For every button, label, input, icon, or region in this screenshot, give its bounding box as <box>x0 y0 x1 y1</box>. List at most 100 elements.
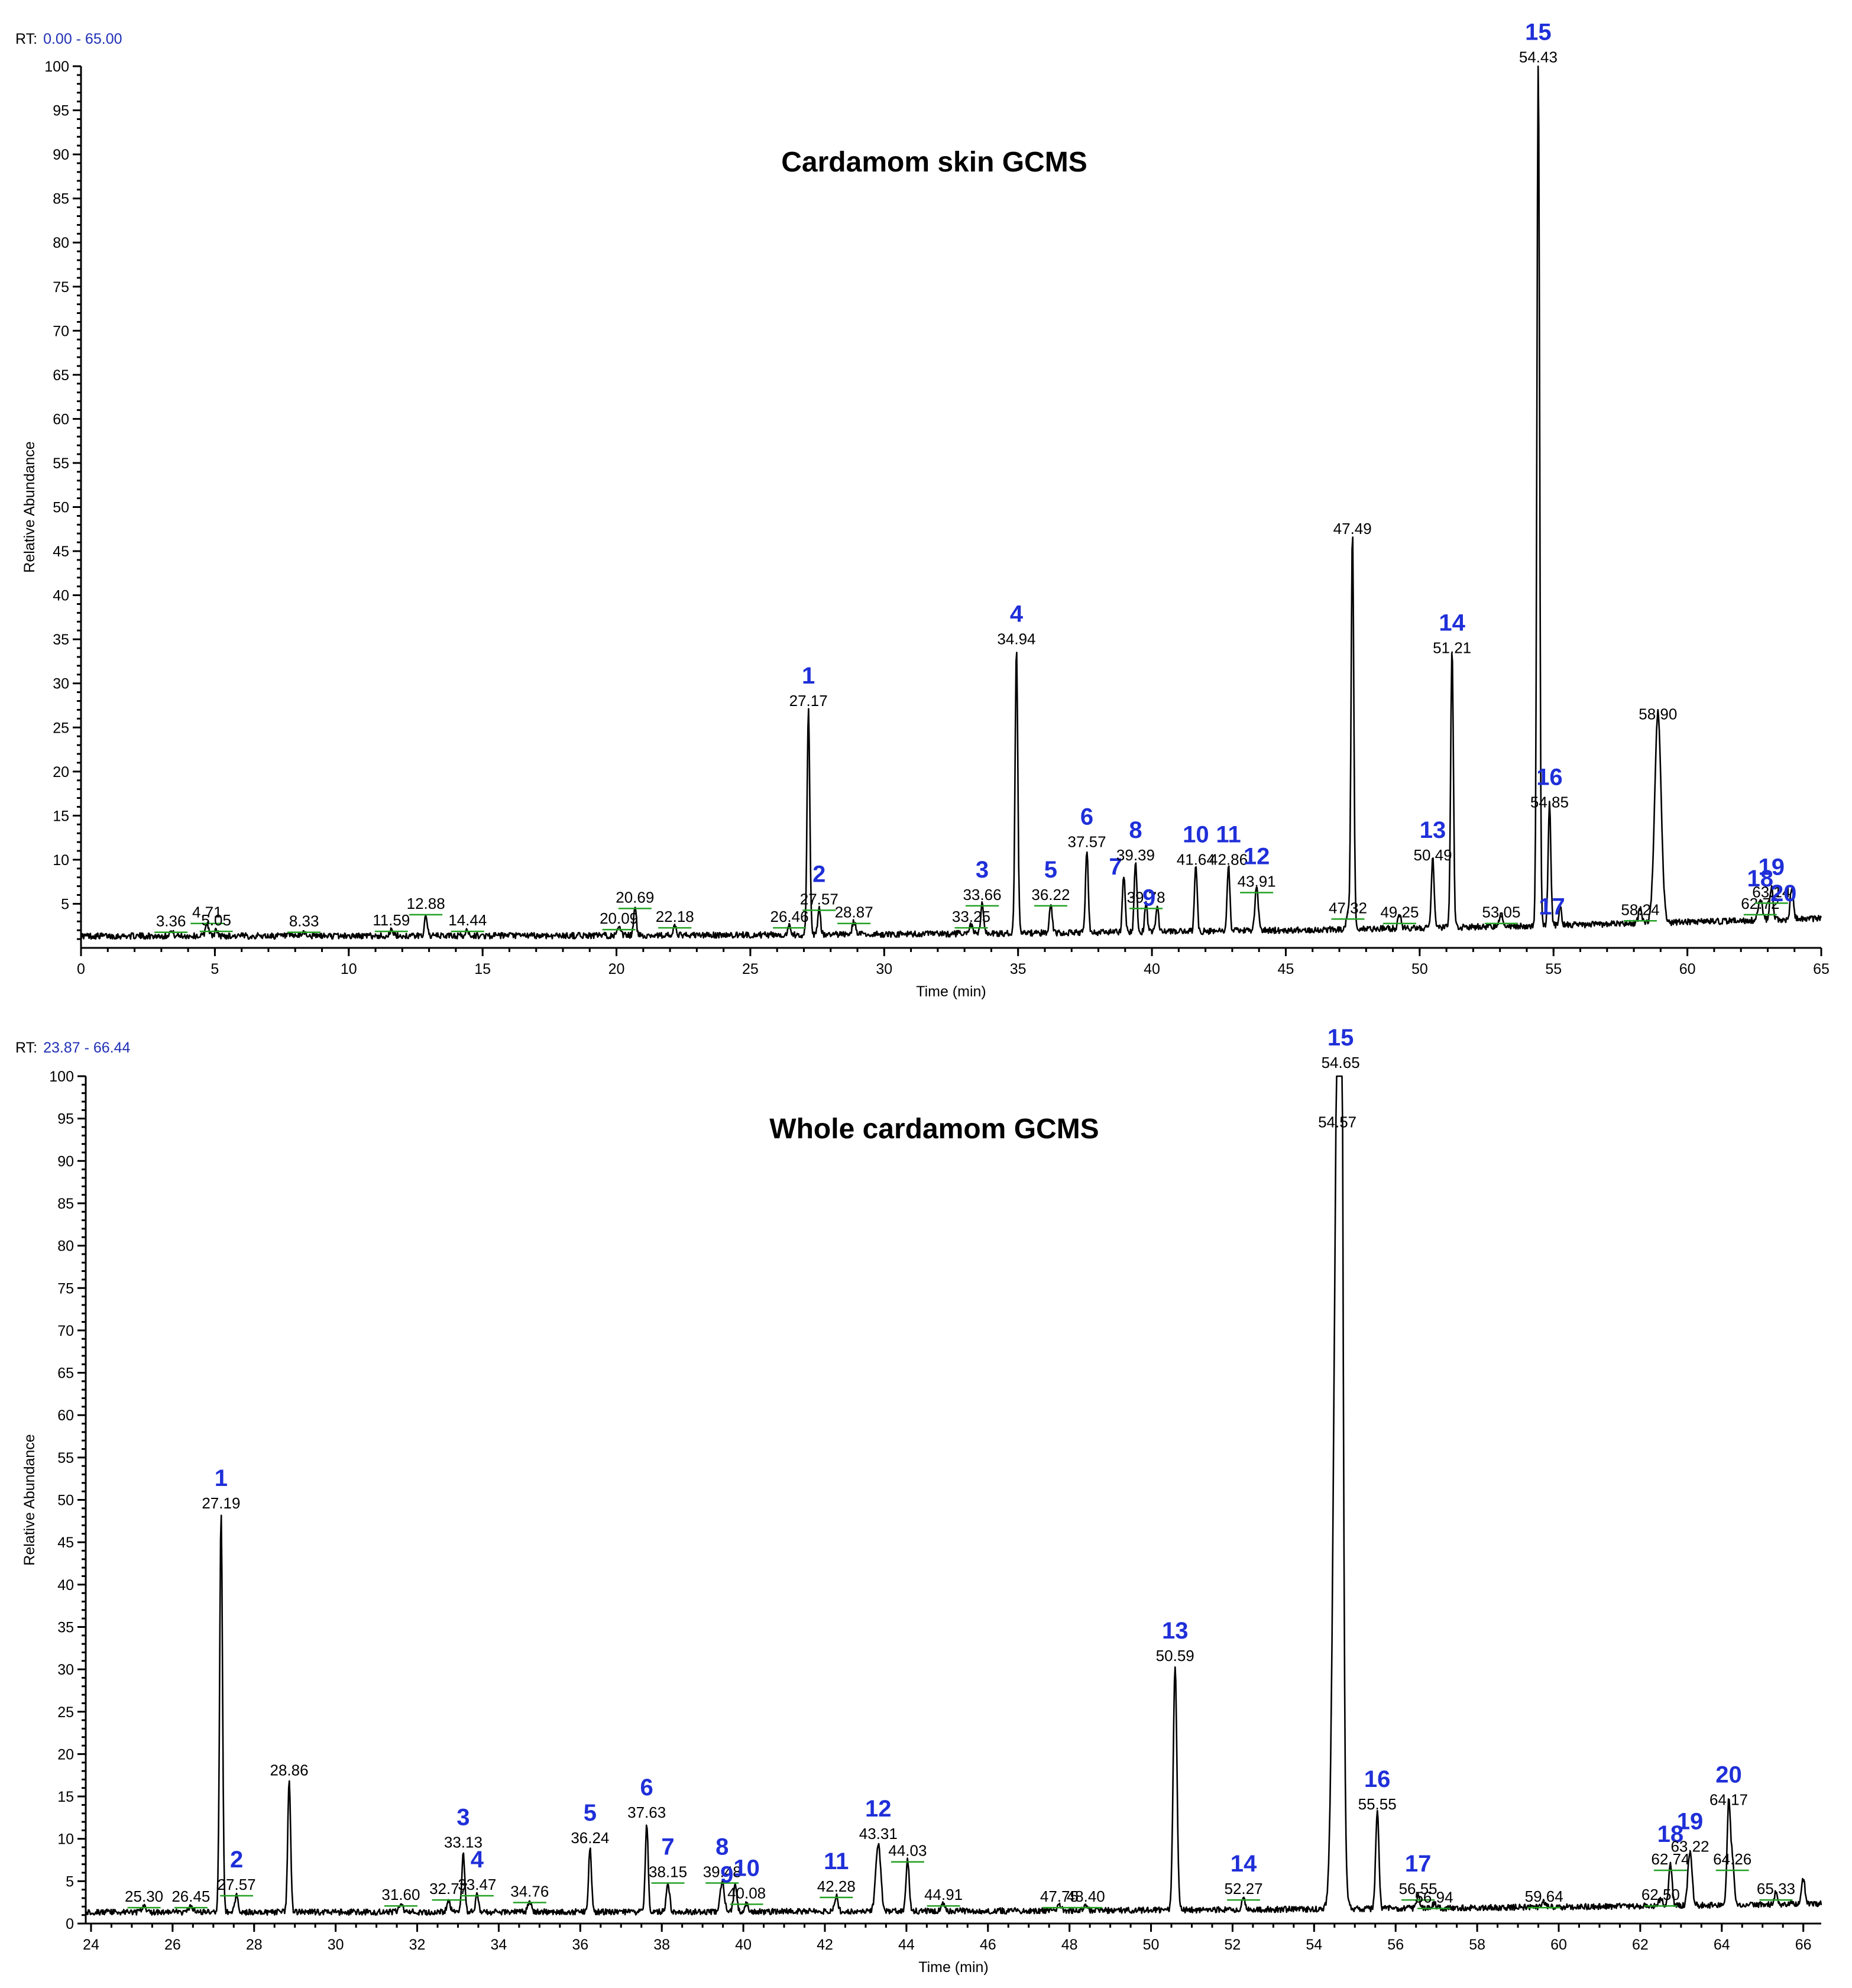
y-tick-label: 35 <box>57 1619 74 1636</box>
peak-rt-label: 41.64 <box>1177 850 1215 868</box>
peak-number-label: 10 <box>1183 821 1209 847</box>
peak-number-label: 19 <box>1677 1809 1704 1835</box>
x-tick-label: 58 <box>1469 1937 1485 1953</box>
x-tick-label: 5 <box>211 961 219 977</box>
peak-rt-label: 38.15 <box>649 1863 687 1881</box>
chart-2: RT: 23.87 - 66.44 Whole cardamom GCMS 0 5 10 1… <box>15 1025 1822 1976</box>
y-tick-label: 30 <box>57 1662 74 1678</box>
peak-rt-label: 26.46 <box>770 908 808 925</box>
y-tick-label: 85 <box>53 191 69 208</box>
peak-rt-label: 62.50 <box>1641 1886 1680 1903</box>
y-tick-label: 55 <box>57 1450 74 1466</box>
peak-number-label: 3 <box>976 857 989 883</box>
y-tick-label: 100 <box>49 1069 74 1085</box>
peak-number-label: 20 <box>1770 880 1797 906</box>
peak-rt-label: 40.08 <box>727 1884 766 1902</box>
x-tick-label: 56 <box>1387 1937 1404 1953</box>
peak-number-label: 4 <box>471 1847 484 1873</box>
peak-number-label: 2 <box>230 1847 243 1873</box>
peak-rt-label: 39.78 <box>1127 888 1165 906</box>
y-tick-label: 35 <box>53 632 69 648</box>
peak-rt-label: 28.86 <box>270 1762 308 1779</box>
x-tick-label: 42 <box>817 1937 833 1953</box>
peak-rt-label: 48.40 <box>1067 1887 1105 1905</box>
peak-rt-label: 5.05 <box>201 911 231 929</box>
x-tick-label: 62 <box>1632 1937 1649 1953</box>
x-tick-label: 40 <box>1144 961 1160 977</box>
y-tick-label: 65 <box>53 367 69 384</box>
peak-rt-label: 64.17 <box>1709 1791 1748 1809</box>
peak-number-label: 5 <box>584 1800 597 1826</box>
peak-number-label: 16 <box>1536 764 1563 790</box>
y-tick-label: 20 <box>53 764 69 781</box>
peak-rt-label: 44.03 <box>888 1842 927 1860</box>
y-tick-label: 90 <box>57 1153 74 1170</box>
x-tick-label: 50 <box>1143 1937 1160 1953</box>
peak-rt-label: 42.28 <box>817 1877 856 1895</box>
peak-rt-label: 50.49 <box>1413 846 1452 864</box>
peak-rt-label: 52.27 <box>1225 1880 1263 1898</box>
peak-rt-label: 43.31 <box>859 1825 898 1843</box>
x-tick-label: 40 <box>735 1937 752 1953</box>
rt-range: 23.87 - 66.44 <box>43 1040 130 1056</box>
y-tick-label: 0 <box>66 1916 74 1932</box>
x-tick-label: 35 <box>1010 961 1027 977</box>
peak-rt-label: 22.18 <box>656 908 694 925</box>
peak-number-label: 11 <box>1216 821 1241 847</box>
y-tick-label: 80 <box>53 235 69 251</box>
peak-rt-label: 58.90 <box>1639 705 1677 723</box>
y-tick-label: 15 <box>57 1789 74 1805</box>
y-axis-title: Relative Abundance <box>21 441 38 572</box>
x-tick-label: 15 <box>474 961 491 977</box>
peak-rt-label: 25.30 <box>125 1887 163 1905</box>
y-tick-label: 10 <box>53 852 69 869</box>
peak-number-label: 4 <box>1010 601 1024 627</box>
peak-rt-label: 63.22 <box>1670 1838 1709 1856</box>
peak-rt-label: 39.39 <box>1116 846 1155 864</box>
x-tick-label: 46 <box>980 1937 996 1953</box>
peak-number-label: 8 <box>715 1834 729 1860</box>
peak-rt-label: 12.88 <box>407 895 445 912</box>
y-tick-label: 80 <box>57 1238 74 1255</box>
x-tick-label: 32 <box>409 1937 426 1953</box>
rt-range: 0.00 - 65.00 <box>43 31 122 47</box>
y-tick-label: 75 <box>53 279 69 296</box>
y-tick-label: 15 <box>53 808 69 824</box>
peak-number-label: 12 <box>1244 844 1270 870</box>
y-tick-label: 95 <box>57 1111 74 1128</box>
peak-rt-label: 62.74 <box>1651 1850 1689 1868</box>
y-tick-label: 100 <box>44 59 69 75</box>
peak-number-label: 1 <box>215 1465 228 1491</box>
peak-rt-label: 56.55 <box>1399 1880 1437 1898</box>
y-tick-label: 45 <box>57 1534 74 1551</box>
peak-rt-label: 53.05 <box>1482 904 1520 921</box>
peak-number-label: 2 <box>812 861 825 887</box>
x-tick-label: 48 <box>1061 1937 1078 1953</box>
peak-number-label: 17 <box>1405 1851 1432 1877</box>
y-tick-label: 60 <box>57 1407 74 1424</box>
peak-number-label: 5 <box>1044 857 1057 883</box>
y-tick-label: 95 <box>53 103 69 119</box>
peak-rt-label: 36.22 <box>1031 886 1070 904</box>
peak-rt-label: 34.76 <box>510 1882 549 1900</box>
peak-rt-label: 54.65 <box>1322 1054 1360 1071</box>
peak-rt-label: 54.57 <box>1318 1113 1356 1131</box>
x-tick-label: 30 <box>328 1937 344 1953</box>
peak-number-label: 19 <box>1759 854 1785 880</box>
peak-rt-label: 64.26 <box>1713 1850 1751 1868</box>
y-tick-label: 10 <box>57 1831 74 1848</box>
x-tick-label: 55 <box>1545 961 1562 977</box>
peak-rt-label: 42.86 <box>1209 850 1248 868</box>
peak-rt-label: 31.60 <box>381 1886 420 1903</box>
peak-number-label: 18 <box>1657 1821 1684 1847</box>
chromatogram-trace <box>80 65 1822 940</box>
chart-title: Whole cardamom GCMS <box>769 1113 1099 1145</box>
x-tick-label: 54 <box>1306 1937 1322 1953</box>
peak-rt-label: 65.33 <box>1757 1880 1795 1898</box>
y-tick-label: 40 <box>53 588 69 604</box>
y-tick-label: 85 <box>57 1196 74 1212</box>
peak-number-label: 15 <box>1525 19 1552 45</box>
rt-label: RT: <box>15 31 37 47</box>
rt-label: RT: <box>15 1040 37 1056</box>
